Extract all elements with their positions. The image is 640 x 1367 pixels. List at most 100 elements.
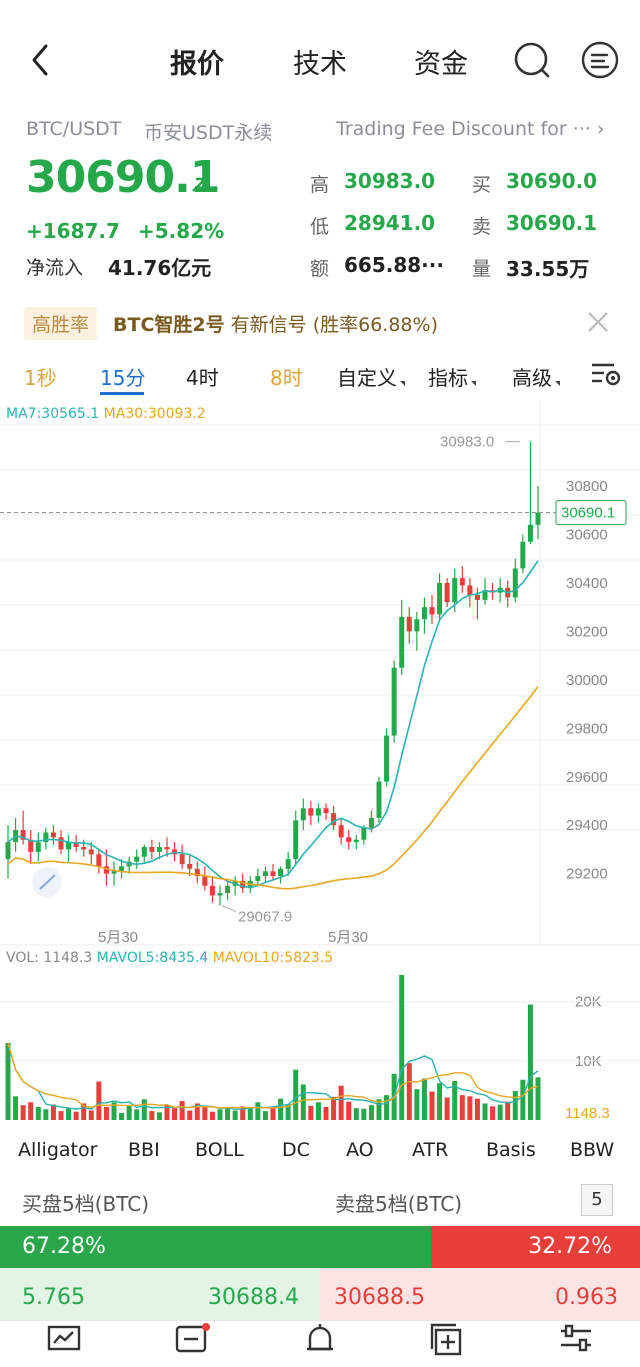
candle-body xyxy=(323,808,329,814)
candle-body xyxy=(194,868,200,877)
candle-body xyxy=(346,837,352,843)
volume-value: 33.55万 xyxy=(506,257,590,281)
indicator-boll[interactable]: BOLL xyxy=(195,1139,244,1161)
indicator-atr[interactable]: ATR xyxy=(412,1139,449,1161)
volume-bar xyxy=(467,1096,473,1120)
candle-body xyxy=(88,849,94,855)
add-watchlist-icon[interactable] xyxy=(428,1321,468,1361)
volume-bar xyxy=(474,1098,480,1120)
indicator-basis[interactable]: Basis xyxy=(486,1139,536,1161)
volume-bar xyxy=(505,1101,511,1120)
candle-body xyxy=(103,866,109,874)
search-icon[interactable] xyxy=(512,40,552,80)
interval-custom-label: 自定义 xyxy=(337,366,397,390)
indicator-ao[interactable]: AO xyxy=(346,1139,374,1161)
candle-body xyxy=(66,842,72,850)
close-icon[interactable] xyxy=(584,308,612,336)
candle-body xyxy=(35,842,41,852)
y-tick-label: 30800 xyxy=(566,478,608,495)
ask-qty: 0.963 xyxy=(555,1285,618,1310)
interval-custom[interactable]: 自定义 xyxy=(337,362,405,391)
high-marker-text: 30983.0 xyxy=(440,434,494,451)
tab-technical[interactable]: 技术 xyxy=(293,49,347,80)
volume-bar xyxy=(315,1102,321,1120)
interval-4h[interactable]: 4时 xyxy=(186,366,219,390)
signal-rate: (胜率66.88%) xyxy=(312,314,438,336)
indicator-menu[interactable]: 指标 xyxy=(428,362,476,391)
ma7-label: MA7:30565.1 xyxy=(6,406,100,422)
candle-body xyxy=(384,735,390,782)
candle-body xyxy=(5,842,11,860)
message-icon[interactable] xyxy=(172,1321,212,1361)
kline-chart[interactable]: 30800 30600 30400 30200 30000 29800 29600 29400… xyxy=(0,400,640,1120)
signal-name: BTC智胜2号 xyxy=(113,314,225,336)
x-tick-label: 5月30 xyxy=(328,929,368,946)
volume-bar xyxy=(96,1081,102,1120)
high-label: 高 xyxy=(310,174,330,196)
volume-bar xyxy=(156,1112,162,1120)
candle-body xyxy=(58,837,64,850)
candle-body xyxy=(361,827,367,840)
bid-value: 30690.0 xyxy=(506,169,598,193)
candle-body xyxy=(429,607,435,615)
volume-bar xyxy=(429,1091,435,1120)
candle-body xyxy=(459,578,465,586)
volume-bar xyxy=(293,1069,299,1120)
settings-sliders-icon[interactable] xyxy=(556,1321,596,1361)
x-tick-label: 5月30 xyxy=(98,929,138,946)
price-change-pct: +5.82% xyxy=(138,219,225,243)
low-marker-text: 29067.9 xyxy=(238,909,292,926)
volume-bar xyxy=(278,1098,284,1120)
candle-body xyxy=(73,842,79,848)
pair-label: BTC/USDT xyxy=(26,118,122,140)
candle-body xyxy=(512,568,518,598)
candle-body xyxy=(270,871,276,877)
signal-text: BTC智胜2号 有新信号 (胜率66.88%) xyxy=(113,310,438,337)
promo-link[interactable]: Trading Fee Discount for ··· › xyxy=(336,118,604,140)
y-tick-label: 29400 xyxy=(566,817,608,834)
chart-settings-icon[interactable] xyxy=(590,360,622,388)
signal-banner[interactable]: 高胜率 BTC智胜2号 有新信号 (胜率66.88%) xyxy=(0,300,640,344)
volume-bar xyxy=(270,1106,276,1120)
indicator-alligator[interactable]: Alligator xyxy=(18,1139,98,1161)
candle-body xyxy=(527,524,533,542)
volume-bar xyxy=(164,1105,170,1120)
volume-bar xyxy=(126,1105,132,1120)
candle-body xyxy=(437,582,443,615)
volume-bar xyxy=(187,1110,193,1120)
volume-bar xyxy=(535,1077,541,1120)
tab-funds[interactable]: 资金 xyxy=(414,49,468,80)
mavol10-label: MAVOL10:5823.5 xyxy=(212,950,334,966)
bell-icon[interactable] xyxy=(300,1321,340,1361)
y-tick-label: 30400 xyxy=(566,575,608,592)
promo-text: Trading Fee Discount for xyxy=(336,118,567,140)
indicator-dc[interactable]: DC xyxy=(282,1139,310,1161)
bottom-nav xyxy=(0,1320,640,1367)
depth-selector[interactable]: 5 xyxy=(581,1184,613,1216)
indicator-bbi[interactable]: BBI xyxy=(128,1139,160,1161)
top-nav: 报价 技术 资金 xyxy=(0,20,640,100)
menu-icon[interactable] xyxy=(580,40,620,80)
last-price-tag xyxy=(555,500,627,526)
interval-8h[interactable]: 8时 xyxy=(270,366,303,390)
interval-1s[interactable]: 1秒 xyxy=(24,366,57,390)
volume-bar xyxy=(421,1078,427,1120)
ask-value: 30690.1 xyxy=(506,211,598,235)
volume-bar xyxy=(323,1106,329,1120)
candle-body xyxy=(156,847,162,852)
tab-quote[interactable]: 报价 xyxy=(170,49,224,80)
interval-15m[interactable]: 15分 xyxy=(100,366,146,390)
volume-bar xyxy=(240,1106,246,1120)
volume-bar xyxy=(119,1112,125,1120)
vol-y-tick-label: 10K xyxy=(575,1053,602,1070)
volume-bar xyxy=(141,1099,147,1120)
chart-icon[interactable] xyxy=(44,1321,84,1361)
indicator-bbw[interactable]: BBW xyxy=(570,1139,615,1161)
mavol5-label: MAVOL5:8435.4 xyxy=(96,950,209,966)
market-label: 币安USDT永续 xyxy=(144,122,273,144)
candle-body xyxy=(285,859,291,869)
back-icon[interactable] xyxy=(22,38,62,82)
volume-bar xyxy=(520,1079,526,1120)
volume-bar xyxy=(414,1089,420,1120)
advanced-menu[interactable]: 高级 xyxy=(512,362,560,391)
